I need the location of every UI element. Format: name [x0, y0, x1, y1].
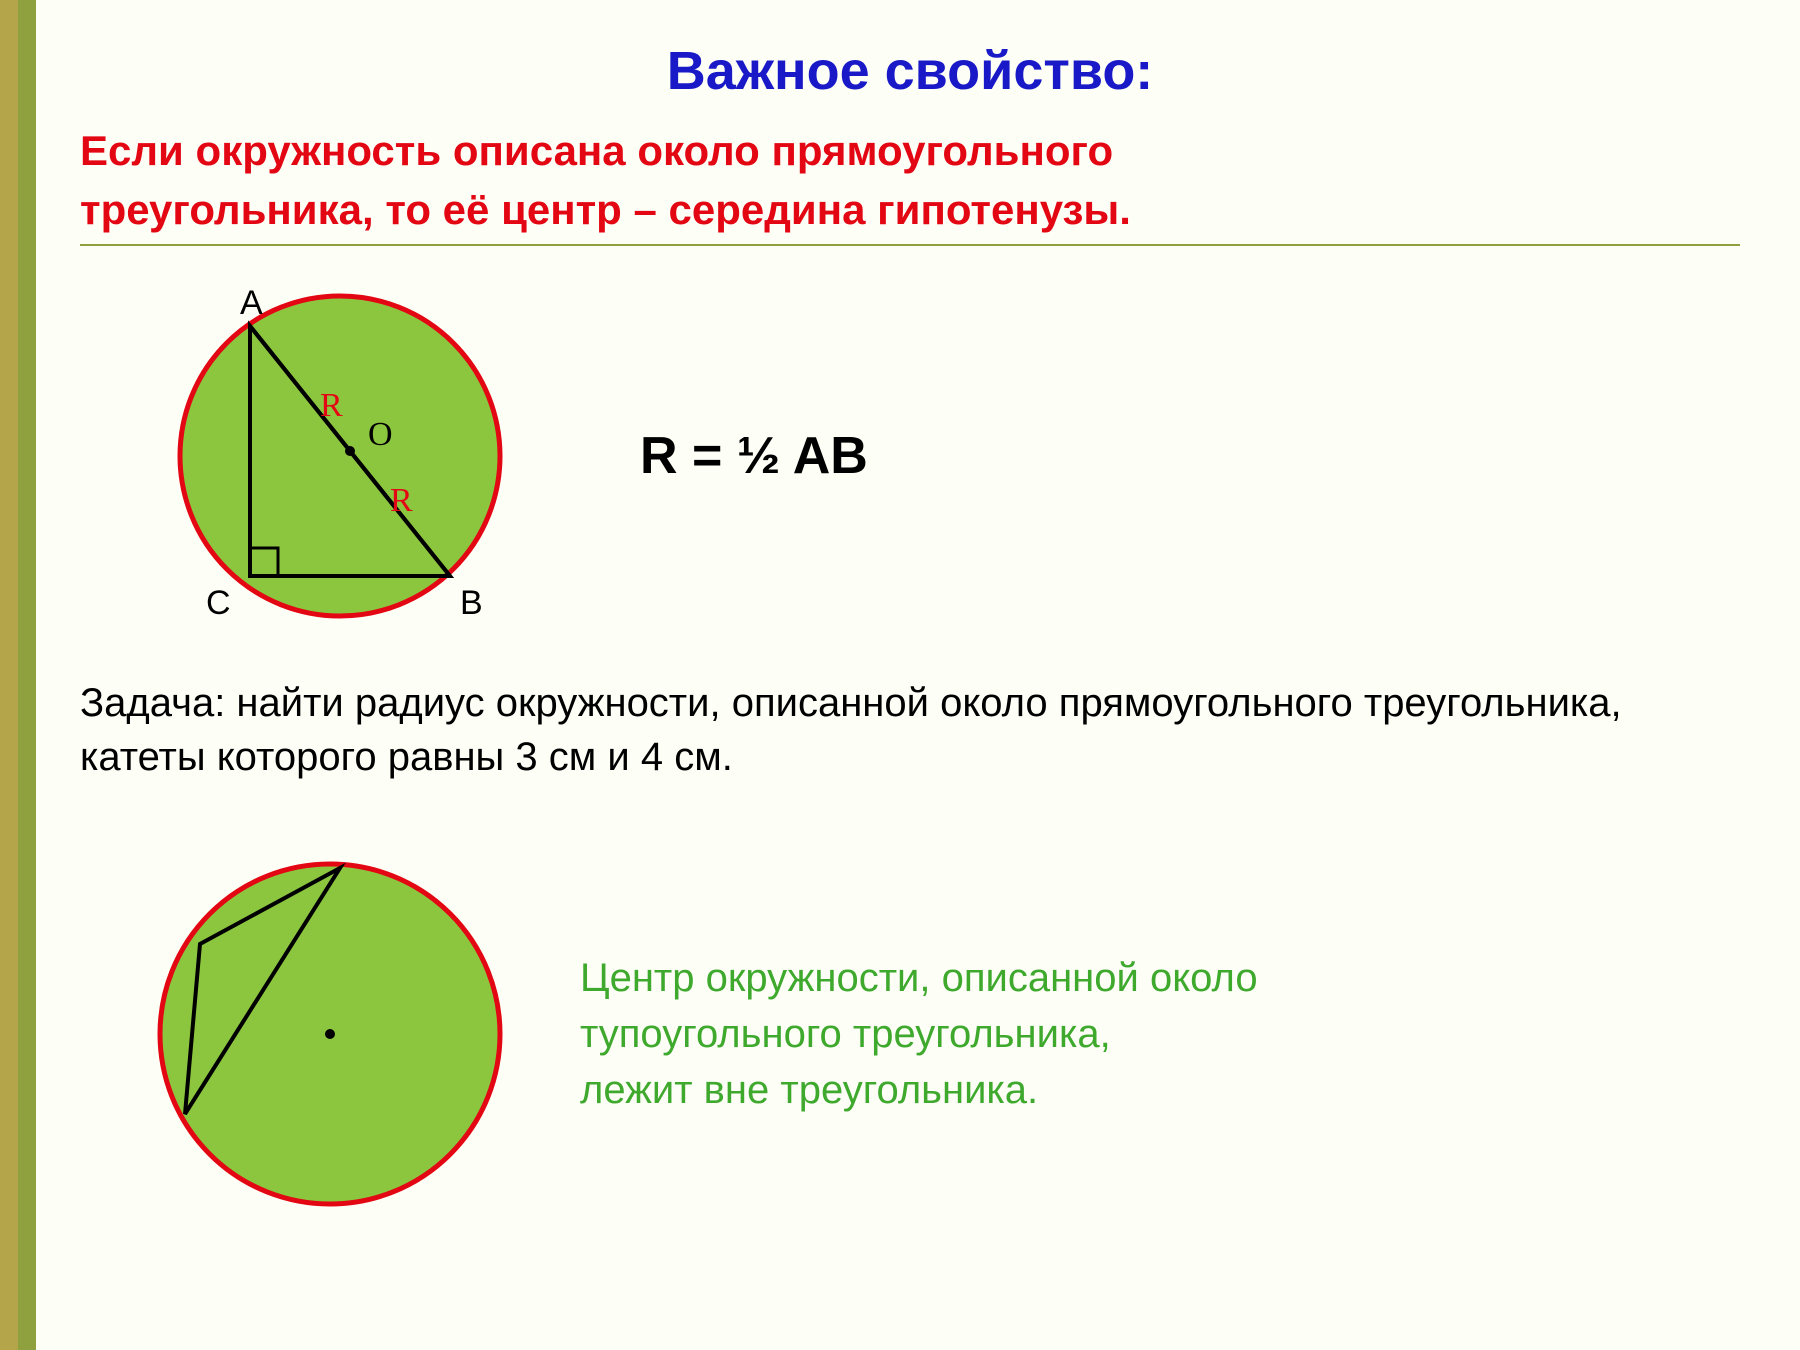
svg-text:R: R — [320, 387, 343, 424]
sidebar-stripe-2 — [18, 0, 36, 1350]
divider — [80, 244, 1740, 246]
row-diagram-formula: A B C OR R R = ½ AB — [140, 266, 1740, 646]
svg-text:R: R — [390, 482, 413, 519]
task-text: Задача: найти радиус окружности, описанн… — [80, 676, 1740, 784]
circumscribed-right-triangle-diagram: A B C OR R — [140, 266, 560, 646]
note-text: Центр окружности, описанной около тупоуг… — [580, 950, 1258, 1118]
circumscribed-obtuse-triangle-diagram — [140, 844, 520, 1224]
svg-text:A: A — [240, 284, 263, 322]
property-text: Если окружность описана около прямоуголь… — [80, 122, 1740, 240]
row-obtuse-diagram: Центр окружности, описанной около тупоуг… — [140, 844, 1740, 1224]
sidebar-stripe-1 — [0, 0, 18, 1350]
svg-text:O: O — [368, 416, 393, 453]
slide-content: Важное свойство: Если окружность описана… — [60, 0, 1800, 1224]
sidebar-accent — [0, 0, 36, 1350]
svg-text:C: C — [206, 584, 231, 622]
svg-text:B: B — [460, 584, 483, 622]
slide-title: Важное свойство: — [80, 40, 1740, 102]
formula: R = ½ AB — [640, 426, 868, 486]
